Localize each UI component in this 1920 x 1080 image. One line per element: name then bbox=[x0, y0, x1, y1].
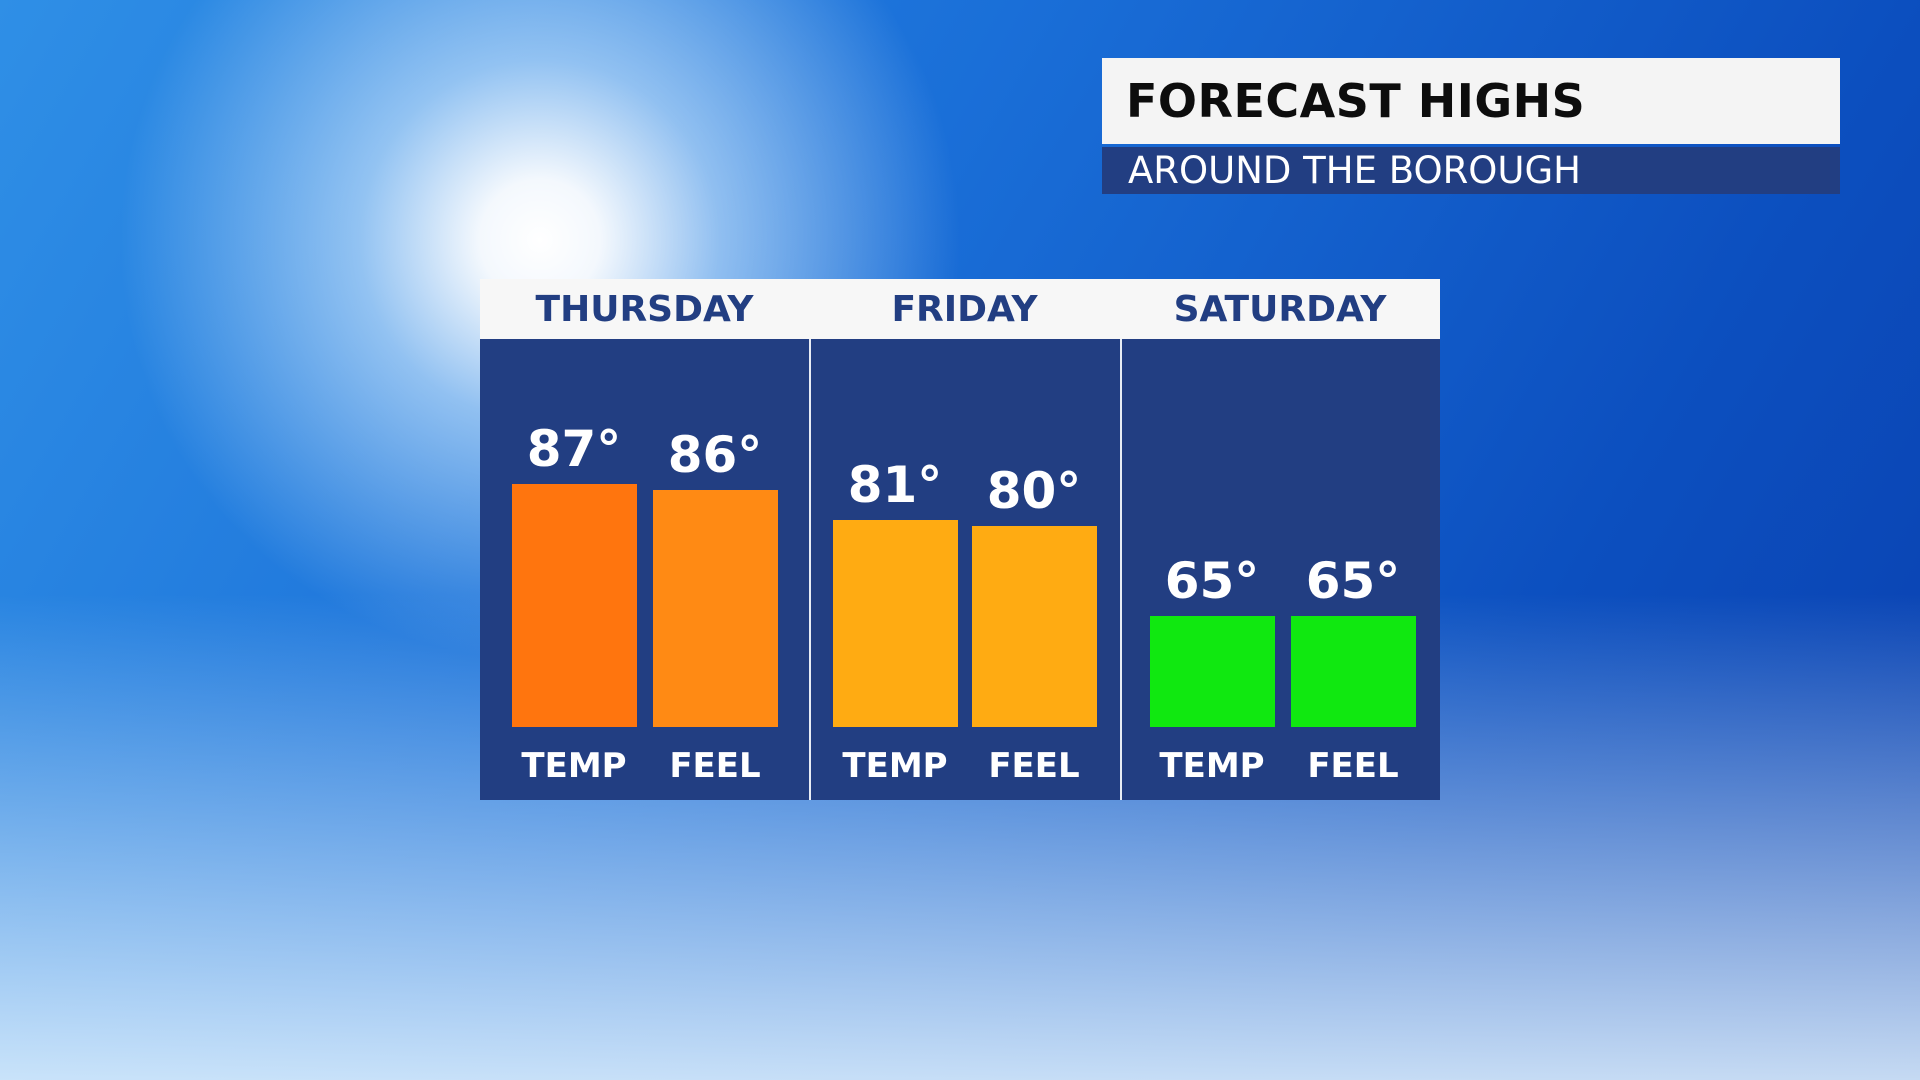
value-label: 81° bbox=[847, 456, 943, 514]
subtitle-box: AROUND THE BOROUGH bbox=[1102, 147, 1840, 194]
title-box: FORECAST HIGHS bbox=[1102, 58, 1840, 144]
bar-feel-thursday bbox=[653, 490, 778, 727]
bar-temp-thursday bbox=[512, 484, 637, 727]
value-label: 87° bbox=[526, 420, 622, 478]
value-label: 65° bbox=[1164, 552, 1260, 610]
bar-category-label: TEMP bbox=[521, 746, 627, 786]
forecast-chart: THURSDAY FRIDAY SATURDAY 87° TEMP 86° FEEL 8… bbox=[480, 279, 1440, 800]
bar-temp-friday bbox=[833, 520, 958, 727]
day-label-friday: FRIDAY bbox=[891, 288, 1038, 330]
value-label: 80° bbox=[986, 462, 1082, 520]
bar-category-label: FEEL bbox=[1307, 746, 1399, 786]
bar-category-label: TEMP bbox=[1159, 746, 1265, 786]
title: FORECAST HIGHS bbox=[1126, 74, 1586, 128]
day-label-thursday: THURSDAY bbox=[535, 288, 754, 330]
bar-temp-saturday bbox=[1150, 616, 1275, 727]
chart-body bbox=[480, 339, 1440, 800]
bar-category-label: FEEL bbox=[988, 746, 1080, 786]
bar-category-label: FEEL bbox=[669, 746, 761, 786]
bar-feel-saturday bbox=[1291, 616, 1416, 727]
divider bbox=[1120, 339, 1122, 800]
bar-category-label: TEMP bbox=[842, 746, 948, 786]
subtitle: AROUND THE BOROUGH bbox=[1128, 149, 1581, 192]
value-label: 65° bbox=[1305, 552, 1401, 610]
divider bbox=[809, 339, 811, 800]
chart-header bbox=[480, 279, 1440, 339]
day-label-saturday: SATURDAY bbox=[1173, 288, 1387, 330]
bar-feel-friday bbox=[972, 526, 1097, 727]
value-label: 86° bbox=[667, 426, 763, 484]
